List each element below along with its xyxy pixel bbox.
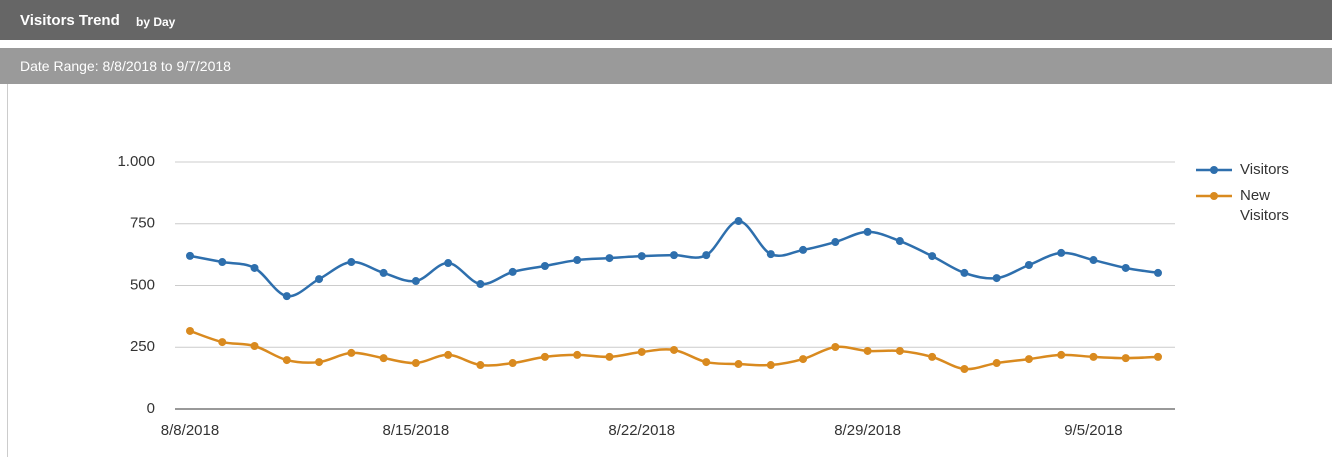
data-point xyxy=(960,364,969,373)
series-line xyxy=(189,219,1159,298)
data-point xyxy=(992,274,1001,283)
data-point xyxy=(1154,352,1162,361)
data-point xyxy=(1089,352,1098,361)
y-tick-label: 250 xyxy=(130,338,155,355)
data-point xyxy=(1089,256,1098,265)
data-point xyxy=(508,267,517,276)
data-point xyxy=(734,217,743,226)
data-point xyxy=(702,251,711,260)
series-line xyxy=(189,329,1159,371)
data-point xyxy=(282,356,291,365)
data-point xyxy=(218,258,227,267)
data-point xyxy=(379,354,388,363)
data-point xyxy=(992,359,1001,368)
data-point xyxy=(637,347,646,356)
data-point xyxy=(573,350,582,359)
data-point xyxy=(928,252,937,261)
date-range: Date Range: 8/8/2018 to 9/7/2018 xyxy=(20,58,231,74)
data-point xyxy=(186,251,194,260)
date-range-bar: Date Range: 8/8/2018 to 9/7/2018 xyxy=(0,48,1332,84)
data-point xyxy=(863,346,872,355)
data-point xyxy=(540,261,549,270)
data-point xyxy=(670,345,678,354)
data-point xyxy=(766,361,775,370)
data-point xyxy=(863,227,872,236)
data-point xyxy=(218,338,227,347)
data-point xyxy=(1024,355,1033,364)
data-point xyxy=(799,245,808,254)
legend-symbol xyxy=(1196,166,1232,174)
y-tick-label: 0 xyxy=(147,400,155,417)
data-point xyxy=(347,258,356,267)
data-point xyxy=(605,254,614,263)
data-point xyxy=(1024,260,1033,269)
y-tick-label: 500 xyxy=(130,276,155,293)
data-point xyxy=(282,292,291,301)
legend-dot xyxy=(1210,192,1218,200)
data-point xyxy=(540,352,549,361)
data-point xyxy=(605,352,614,361)
data-point xyxy=(379,268,388,277)
legend-label: New Visitors xyxy=(1240,187,1289,224)
legend-label: Visitors xyxy=(1240,161,1289,178)
data-point xyxy=(315,275,324,284)
data-point xyxy=(1121,354,1130,363)
data-point xyxy=(670,251,678,260)
data-point xyxy=(444,259,453,268)
data-point xyxy=(637,252,646,261)
legend-item[interactable]: New Visitors xyxy=(1194,186,1310,226)
data-point xyxy=(186,326,194,335)
data-point xyxy=(411,277,420,286)
x-tick-label: 8/22/2018 xyxy=(608,422,675,439)
y-tick-label: 1.000 xyxy=(117,153,155,170)
data-point xyxy=(250,263,259,272)
data-point xyxy=(831,238,840,247)
data-point xyxy=(347,348,356,357)
data-point xyxy=(1057,248,1066,257)
x-tick-label: 8/15/2018 xyxy=(382,422,449,439)
data-point xyxy=(1154,268,1162,277)
header-bar: Visitors Trend by Day xyxy=(0,0,1332,40)
data-point xyxy=(476,280,485,289)
data-point xyxy=(250,342,259,351)
data-point xyxy=(702,358,711,367)
data-point xyxy=(928,352,937,361)
x-tick-label: 9/5/2018 xyxy=(1064,422,1122,439)
data-point xyxy=(476,361,485,370)
data-point xyxy=(895,237,904,246)
data-point xyxy=(960,268,969,277)
data-point xyxy=(766,250,775,259)
data-point xyxy=(1057,350,1066,359)
data-point xyxy=(895,346,904,355)
legend: Visitors New Visitors xyxy=(1194,160,1310,232)
legend-dot xyxy=(1210,166,1218,174)
data-point xyxy=(1121,263,1130,272)
x-tick-label: 8/8/2018 xyxy=(161,422,219,439)
title: Visitors Trend xyxy=(20,12,120,29)
data-point xyxy=(734,360,743,369)
data-point xyxy=(573,256,582,265)
data-point xyxy=(315,358,324,367)
data-point xyxy=(831,343,840,352)
data-point xyxy=(508,359,517,368)
x-tick-label: 8/29/2018 xyxy=(834,422,901,439)
data-point xyxy=(411,359,420,368)
legend-symbol xyxy=(1196,192,1232,200)
data-point xyxy=(444,350,453,359)
subtitle: by Day xyxy=(136,15,176,29)
legend-item[interactable]: Visitors xyxy=(1194,160,1310,180)
y-tick-label: 750 xyxy=(130,215,155,232)
data-point xyxy=(799,355,808,364)
